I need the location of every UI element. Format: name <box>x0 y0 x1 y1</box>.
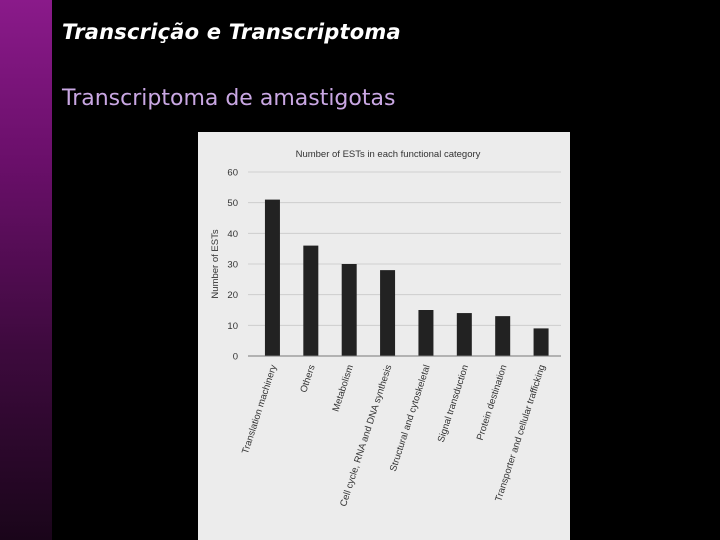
y-tick-label: 60 <box>227 168 238 179</box>
y-tick-label: 10 <box>227 321 238 332</box>
slide-subtitle: Transcriptoma de amastigotas <box>62 86 396 111</box>
chart-panel: Number of ESTs in each functional catego… <box>198 132 570 540</box>
bars <box>264 199 549 356</box>
bar <box>341 264 357 356</box>
category-label: Metabolism <box>331 363 356 413</box>
bar <box>380 270 396 356</box>
y-tick-label: 20 <box>227 290 238 301</box>
purple-side-bar <box>0 0 52 540</box>
y-tick-label: 0 <box>233 352 238 363</box>
bar <box>533 328 549 356</box>
category-label: Signal transduction <box>436 364 471 444</box>
y-axis-ticks: 0 10 20 30 40 50 60 <box>227 168 238 363</box>
y-tick-label: 50 <box>227 198 238 209</box>
category-label: Structural and cytoskeletal <box>388 364 433 473</box>
chart-title: Number of ESTs in each functional catego… <box>296 149 481 160</box>
category-label: Translation machinery <box>240 363 279 455</box>
y-tick-label: 30 <box>227 260 238 271</box>
y-axis-label: Number of ESTs <box>210 229 221 298</box>
category-label: Protein destination <box>475 364 510 442</box>
category-labels: Translation machinery Others MetabolismCel… <box>240 363 548 508</box>
bar <box>303 245 319 356</box>
bar <box>264 199 280 356</box>
bar-chart: Number of ESTs in each functional catego… <box>210 149 561 508</box>
grid-lines <box>248 171 561 326</box>
y-tick-label: 40 <box>227 229 238 240</box>
bar <box>456 313 472 356</box>
bar <box>495 316 511 356</box>
slide-title: Transcrição e Transcriptoma <box>62 20 401 44</box>
category-label: Others <box>298 363 317 394</box>
bar <box>418 310 434 356</box>
